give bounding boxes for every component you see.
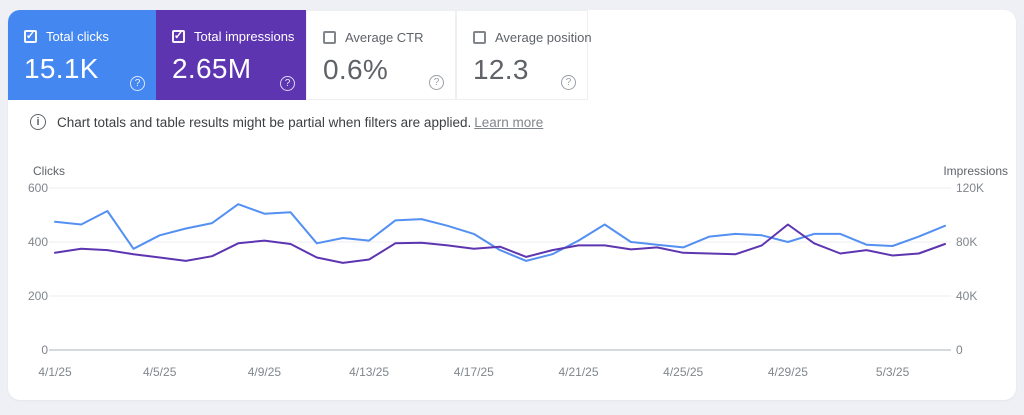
average-ctr-checkbox[interactable] <box>323 31 336 44</box>
right-axis-tick: 80K <box>956 235 977 249</box>
right-axis-tick: 40K <box>956 289 977 303</box>
x-axis-date-label: 5/3/25 <box>876 365 910 379</box>
card-average-position[interactable]: Average position 12.3 ? <box>456 10 592 100</box>
left-axis-title: Clicks <box>33 164 65 178</box>
card-label: Total impressions <box>194 29 295 44</box>
average-ctr-value: 0.6% <box>323 54 389 85</box>
total-impressions-checkbox[interactable]: ✓ <box>172 30 185 43</box>
card-label: Average position <box>495 30 592 45</box>
info-text: Chart totals and table results might be … <box>57 114 544 130</box>
learn-more-link[interactable]: Learn more <box>474 114 544 130</box>
help-icon[interactable]: ? <box>561 75 576 90</box>
x-axis-date-label: 4/9/25 <box>248 365 282 379</box>
x-axis-date-label: 4/5/25 <box>143 365 177 379</box>
help-icon[interactable]: ? <box>429 75 444 90</box>
total-impressions-value: 2.65M <box>172 53 252 84</box>
checkmark-icon: ✓ <box>25 30 36 42</box>
average-position-value: 12.3 <box>473 54 529 85</box>
average-position-checkbox[interactable] <box>473 31 486 44</box>
card-total-clicks[interactable]: ✓ Total clicks 15.1K ? <box>8 10 156 100</box>
x-axis-date-label: 4/13/25 <box>349 365 389 379</box>
x-axis-date-label: 4/17/25 <box>454 365 494 379</box>
left-axis-tick: 600 <box>28 181 48 195</box>
x-axis-date-label: 4/25/25 <box>663 365 703 379</box>
total-clicks-checkbox[interactable]: ✓ <box>24 30 37 43</box>
total-clicks-value: 15.1K <box>24 53 99 84</box>
right-axis-title: Impressions <box>943 164 1008 178</box>
filters-info-banner: i Chart totals and table results might b… <box>30 114 543 130</box>
right-axis-tick: 120K <box>956 181 984 195</box>
card-label: Average CTR <box>345 30 424 45</box>
x-axis-date-label: 4/29/25 <box>768 365 808 379</box>
series-line-impressions <box>54 223 946 264</box>
left-axis-tick: 0 <box>41 343 48 357</box>
checkmark-icon: ✓ <box>173 30 184 42</box>
left-axis-tick: 200 <box>28 289 48 303</box>
help-icon[interactable]: ? <box>130 76 145 91</box>
performance-chart[interactable]: 0 0 200 40K 400 80K 600 120K Clicks Impressions 4/… <box>8 160 1016 400</box>
card-label: Total clicks <box>46 29 109 44</box>
card-average-ctr[interactable]: Average CTR 0.6% ? <box>306 10 456 100</box>
card-total-impressions[interactable]: ✓ Total impressions 2.65M ? <box>156 10 306 100</box>
right-axis-tick: 0 <box>956 343 963 357</box>
metric-cards-row: ✓ Total clicks 15.1K ? ✓ Total impressio… <box>8 10 592 100</box>
series-line-clicks <box>54 203 946 262</box>
info-icon: i <box>30 114 46 130</box>
x-axis-date-label: 4/1/25 <box>38 365 72 379</box>
x-axis-date-label: 4/21/25 <box>558 365 598 379</box>
left-axis-tick: 400 <box>28 235 48 249</box>
help-icon[interactable]: ? <box>280 76 295 91</box>
performance-panel: ✓ Total clicks 15.1K ? ✓ Total impressio… <box>8 10 1016 400</box>
